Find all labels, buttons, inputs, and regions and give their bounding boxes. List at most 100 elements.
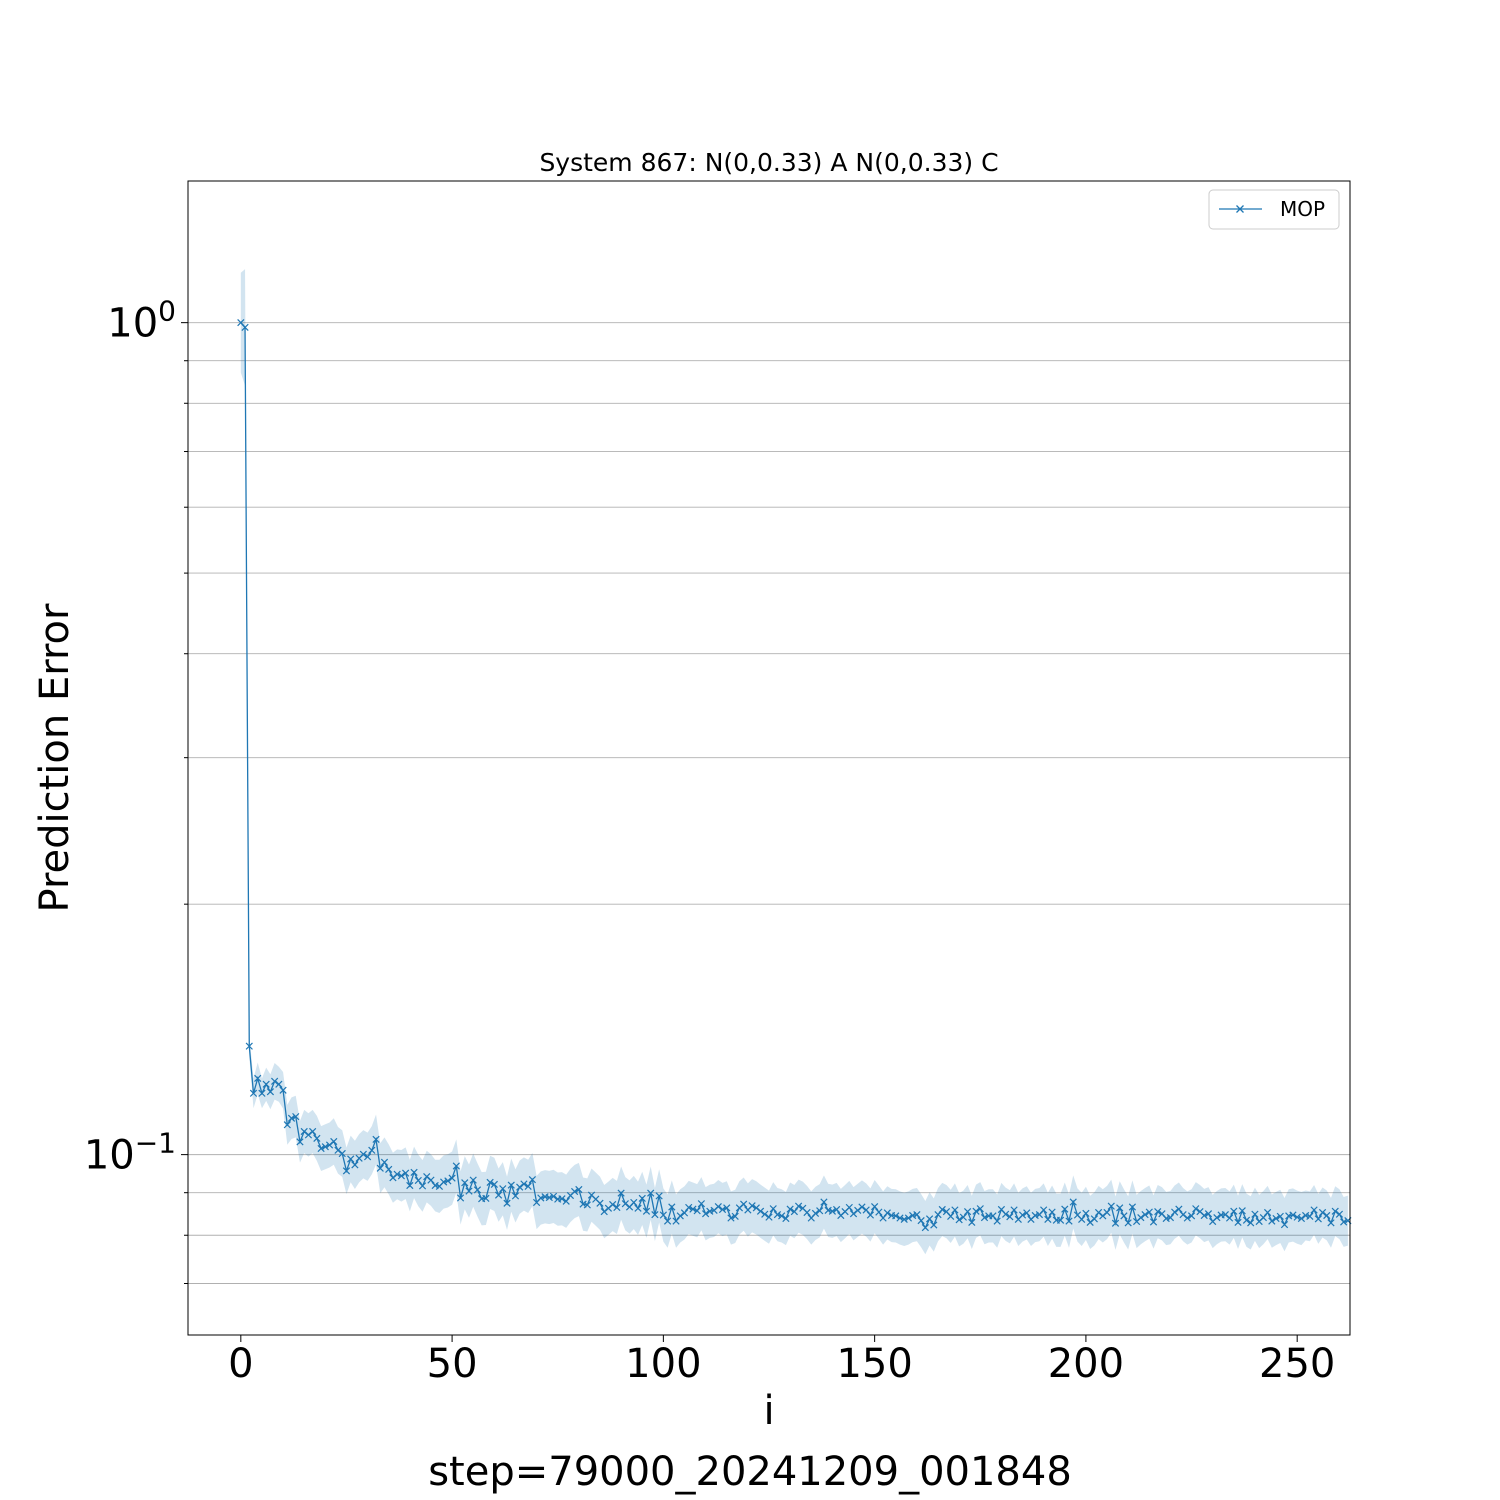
data-point-marker — [380, 1158, 389, 1166]
data-point-marker — [1242, 1216, 1251, 1224]
x-axis-ticks: 0 50 100 150 200 250 — [228, 1335, 1335, 1387]
data-point-marker — [879, 1214, 887, 1222]
data-point-marker — [537, 1194, 545, 1202]
data-point-marker — [385, 1165, 393, 1173]
data-point-marker — [1044, 1215, 1052, 1223]
data-point-marker — [461, 1179, 469, 1187]
data-point-marker — [845, 1203, 853, 1212]
data-point-marker — [1103, 1208, 1111, 1217]
data-point-marker — [1251, 1210, 1259, 1218]
footer-label: step=79000_20241209_001848 — [428, 1449, 1072, 1495]
data-point-marker — [866, 1211, 875, 1219]
data-point-marker — [651, 1210, 659, 1219]
data-point-marker — [427, 1176, 435, 1184]
data-point-marker — [1078, 1215, 1086, 1223]
data-point-marker — [1145, 1208, 1153, 1216]
data-point-marker — [748, 1202, 756, 1210]
data-point-marker — [832, 1205, 841, 1214]
x-tick-label: 0 — [228, 1341, 253, 1387]
data-point-marker — [723, 1204, 731, 1212]
data-point-marker — [1272, 1214, 1280, 1223]
data-point-marker — [697, 1200, 706, 1208]
x-axis-label: i — [763, 1388, 774, 1434]
data-point-marker — [321, 1143, 329, 1151]
data-point-marker — [828, 1207, 837, 1215]
data-point-marker — [609, 1200, 617, 1209]
data-point-marker — [338, 1149, 346, 1158]
data-point-marker — [1192, 1205, 1200, 1213]
data-point-marker — [1318, 1208, 1327, 1217]
data-point-marker — [790, 1208, 798, 1216]
data-point-marker — [642, 1207, 651, 1215]
data-point-marker — [558, 1195, 566, 1203]
data-point-marker — [1137, 1213, 1145, 1222]
grid-lines — [188, 322, 1350, 1284]
data-point-marker — [947, 1212, 955, 1220]
data-point-marker — [287, 1114, 296, 1122]
data-point-marker — [773, 1210, 782, 1219]
data-point-marker — [794, 1202, 803, 1210]
series-band-mop — [240, 269, 1348, 1255]
data-point-marker — [917, 1217, 925, 1225]
data-point-marker — [778, 1212, 786, 1220]
data-point-marker — [279, 1086, 287, 1094]
data-point-marker — [1225, 1214, 1234, 1222]
data-point-marker — [1340, 1218, 1348, 1226]
data-point-marker — [1234, 1218, 1242, 1227]
data-point-marker — [1107, 1202, 1115, 1210]
data-point-marker — [1010, 1206, 1018, 1214]
data-point-marker — [401, 1169, 410, 1177]
y-axis-label: Prediction Error — [32, 603, 78, 912]
data-point-marker — [1065, 1217, 1073, 1225]
data-point-marker — [972, 1207, 980, 1215]
data-point-marker — [904, 1214, 913, 1222]
legend-label-mop: MOP — [1280, 197, 1325, 221]
data-point-marker — [1276, 1212, 1284, 1220]
data-point-marker — [1124, 1219, 1132, 1227]
data-point-marker — [296, 1138, 304, 1146]
data-point-marker — [896, 1214, 904, 1222]
series-markers-mop — [237, 319, 1352, 1232]
data-point-marker — [1023, 1209, 1031, 1217]
data-point-marker — [1323, 1211, 1331, 1220]
data-point-marker — [313, 1134, 321, 1142]
data-point-marker — [456, 1194, 465, 1202]
data-point-marker — [761, 1210, 769, 1218]
data-point-marker — [482, 1194, 490, 1202]
data-point-marker — [782, 1214, 790, 1223]
data-point-marker — [968, 1218, 976, 1227]
data-point-marker — [266, 1088, 275, 1096]
data-point-marker — [571, 1187, 579, 1196]
data-point-marker — [811, 1209, 820, 1217]
data-point-marker — [727, 1214, 735, 1222]
data-point-marker — [1187, 1212, 1196, 1220]
data-point-marker — [490, 1180, 498, 1188]
data-point-marker — [1310, 1206, 1318, 1214]
data-point-marker — [363, 1153, 372, 1161]
data-point-marker — [976, 1205, 984, 1213]
data-point-marker — [245, 1042, 253, 1050]
data-point-marker — [1230, 1207, 1238, 1215]
data-point-marker — [714, 1202, 722, 1211]
data-point-marker — [630, 1198, 638, 1207]
y-axis-ticks: 10−1 100 — [84, 295, 188, 1284]
data-point-marker — [680, 1209, 689, 1217]
data-point-marker — [1149, 1218, 1158, 1226]
data-point-marker — [613, 1203, 621, 1212]
data-point-marker — [659, 1211, 667, 1219]
data-point-marker — [499, 1185, 507, 1193]
data-point-marker — [1263, 1208, 1272, 1217]
data-point-marker — [254, 1074, 262, 1082]
data-point-marker — [262, 1080, 270, 1088]
x-tick-label: 150 — [836, 1341, 912, 1387]
data-point-marker — [397, 1172, 406, 1180]
x-tick-label: 100 — [625, 1341, 701, 1387]
data-point-marker — [668, 1203, 676, 1211]
data-point-marker — [368, 1146, 376, 1154]
data-point-marker — [520, 1180, 528, 1188]
data-point-marker — [1090, 1215, 1098, 1223]
data-point-marker — [1259, 1213, 1268, 1222]
y-tick-label: 100 — [107, 295, 176, 347]
data-point-marker — [883, 1209, 891, 1217]
